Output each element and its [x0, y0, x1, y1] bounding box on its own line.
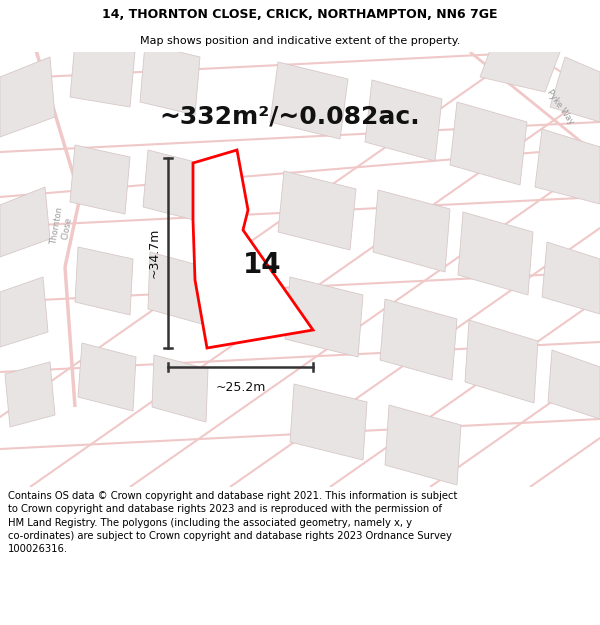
Polygon shape: [193, 150, 313, 348]
Polygon shape: [373, 190, 450, 272]
Polygon shape: [385, 405, 461, 485]
Polygon shape: [0, 187, 50, 257]
Polygon shape: [5, 362, 55, 427]
Polygon shape: [75, 247, 133, 315]
Text: Pyke Way: Pyke Way: [545, 88, 575, 126]
Text: Map shows position and indicative extent of the property.: Map shows position and indicative extent…: [140, 36, 460, 46]
Polygon shape: [270, 62, 348, 139]
Polygon shape: [70, 145, 130, 214]
Polygon shape: [450, 102, 527, 185]
Polygon shape: [290, 384, 367, 460]
Text: ~332m²/~0.082ac.: ~332m²/~0.082ac.: [160, 105, 421, 129]
Polygon shape: [78, 343, 136, 411]
Polygon shape: [285, 277, 363, 357]
Polygon shape: [550, 57, 600, 122]
Text: Contains OS data © Crown copyright and database right 2021. This information is : Contains OS data © Crown copyright and d…: [8, 491, 457, 554]
Polygon shape: [480, 37, 560, 92]
Polygon shape: [148, 252, 205, 324]
Polygon shape: [0, 57, 55, 137]
Polygon shape: [278, 171, 356, 250]
Text: ~25.2m: ~25.2m: [215, 381, 266, 394]
Polygon shape: [535, 129, 600, 204]
Polygon shape: [465, 320, 538, 403]
Polygon shape: [0, 277, 48, 347]
Polygon shape: [542, 242, 600, 314]
Polygon shape: [380, 299, 457, 380]
Polygon shape: [143, 150, 203, 221]
Text: 14, THORNTON CLOSE, CRICK, NORTHAMPTON, NN6 7GE: 14, THORNTON CLOSE, CRICK, NORTHAMPTON, …: [102, 8, 498, 21]
Polygon shape: [548, 350, 600, 419]
Polygon shape: [458, 212, 533, 295]
Polygon shape: [70, 42, 135, 107]
Text: Thornton
Close: Thornton Close: [49, 207, 75, 248]
Text: ~34.7m: ~34.7m: [148, 228, 161, 278]
Polygon shape: [152, 355, 208, 422]
Polygon shape: [365, 80, 442, 161]
Text: 14: 14: [242, 251, 281, 279]
Polygon shape: [140, 44, 200, 115]
